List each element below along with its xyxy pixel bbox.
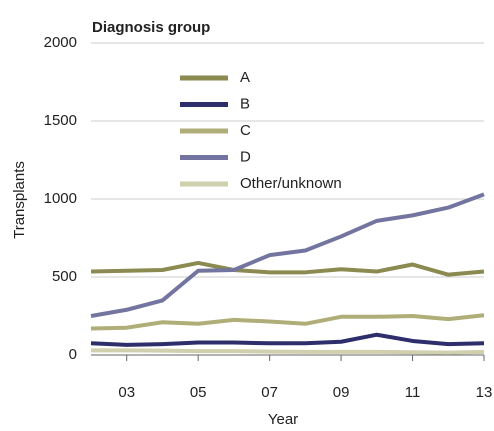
x-axis-label: Year <box>268 411 298 428</box>
x-tick-label: 09 <box>333 384 350 401</box>
series-line <box>90 332 485 347</box>
x-tick-label: 13 <box>476 384 493 401</box>
legend-label: B <box>240 95 250 112</box>
legend-label: A <box>240 69 250 86</box>
x-tick-label: 03 <box>118 384 135 401</box>
x-tick-label: 11 <box>405 384 421 401</box>
series-line <box>91 348 485 355</box>
y-tick-label: 500 <box>52 268 77 285</box>
chart-title: Diagnosis group <box>92 19 210 36</box>
series-line <box>90 313 485 331</box>
y-tick-label: 1500 <box>44 112 77 129</box>
series-line <box>90 192 485 318</box>
y-axis-label: Transplants <box>11 161 28 239</box>
x-tick-label: 07 <box>261 384 278 401</box>
legend-label: D <box>240 148 251 165</box>
y-tick-label: 1000 <box>44 190 77 207</box>
legend-label: Other/unknown <box>240 175 342 192</box>
y-tick-label: 0 <box>69 346 77 363</box>
legend-label: C <box>240 122 251 139</box>
series-line <box>90 260 485 277</box>
x-tick-label: 05 <box>190 384 207 401</box>
y-tick-label: 2000 <box>44 34 77 51</box>
